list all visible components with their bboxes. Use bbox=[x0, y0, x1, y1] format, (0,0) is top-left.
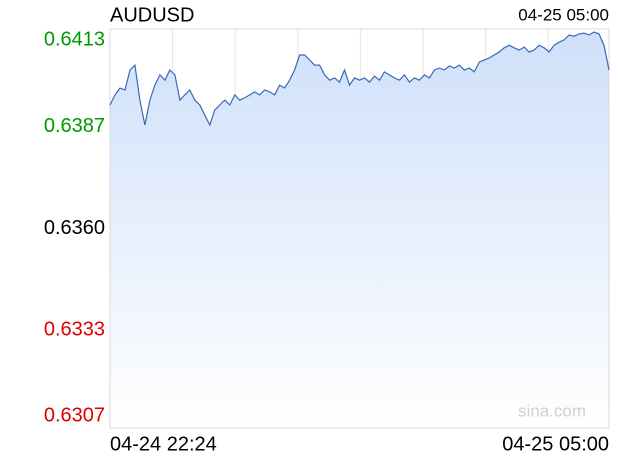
y-tick-label: 0.6333 bbox=[44, 318, 105, 340]
header-time: 04-25 05:00 bbox=[518, 5, 609, 24]
y-tick-label: 0.6360 bbox=[44, 217, 105, 239]
price-line bbox=[109, 31, 610, 127]
y-tick-label: 0.6413 bbox=[44, 28, 105, 50]
x-tick-label: 04-25 05:00 bbox=[502, 433, 609, 455]
area-fill bbox=[110, 32, 609, 428]
chart-title: AUDUSD bbox=[110, 4, 194, 26]
x-tick-label: 04-24 22:24 bbox=[110, 433, 217, 455]
y-tick-label: 0.6307 bbox=[44, 404, 105, 426]
plot-frame bbox=[109, 28, 610, 429]
watermark: sina.com bbox=[518, 401, 586, 420]
y-tick-label: 0.6387 bbox=[44, 115, 105, 137]
